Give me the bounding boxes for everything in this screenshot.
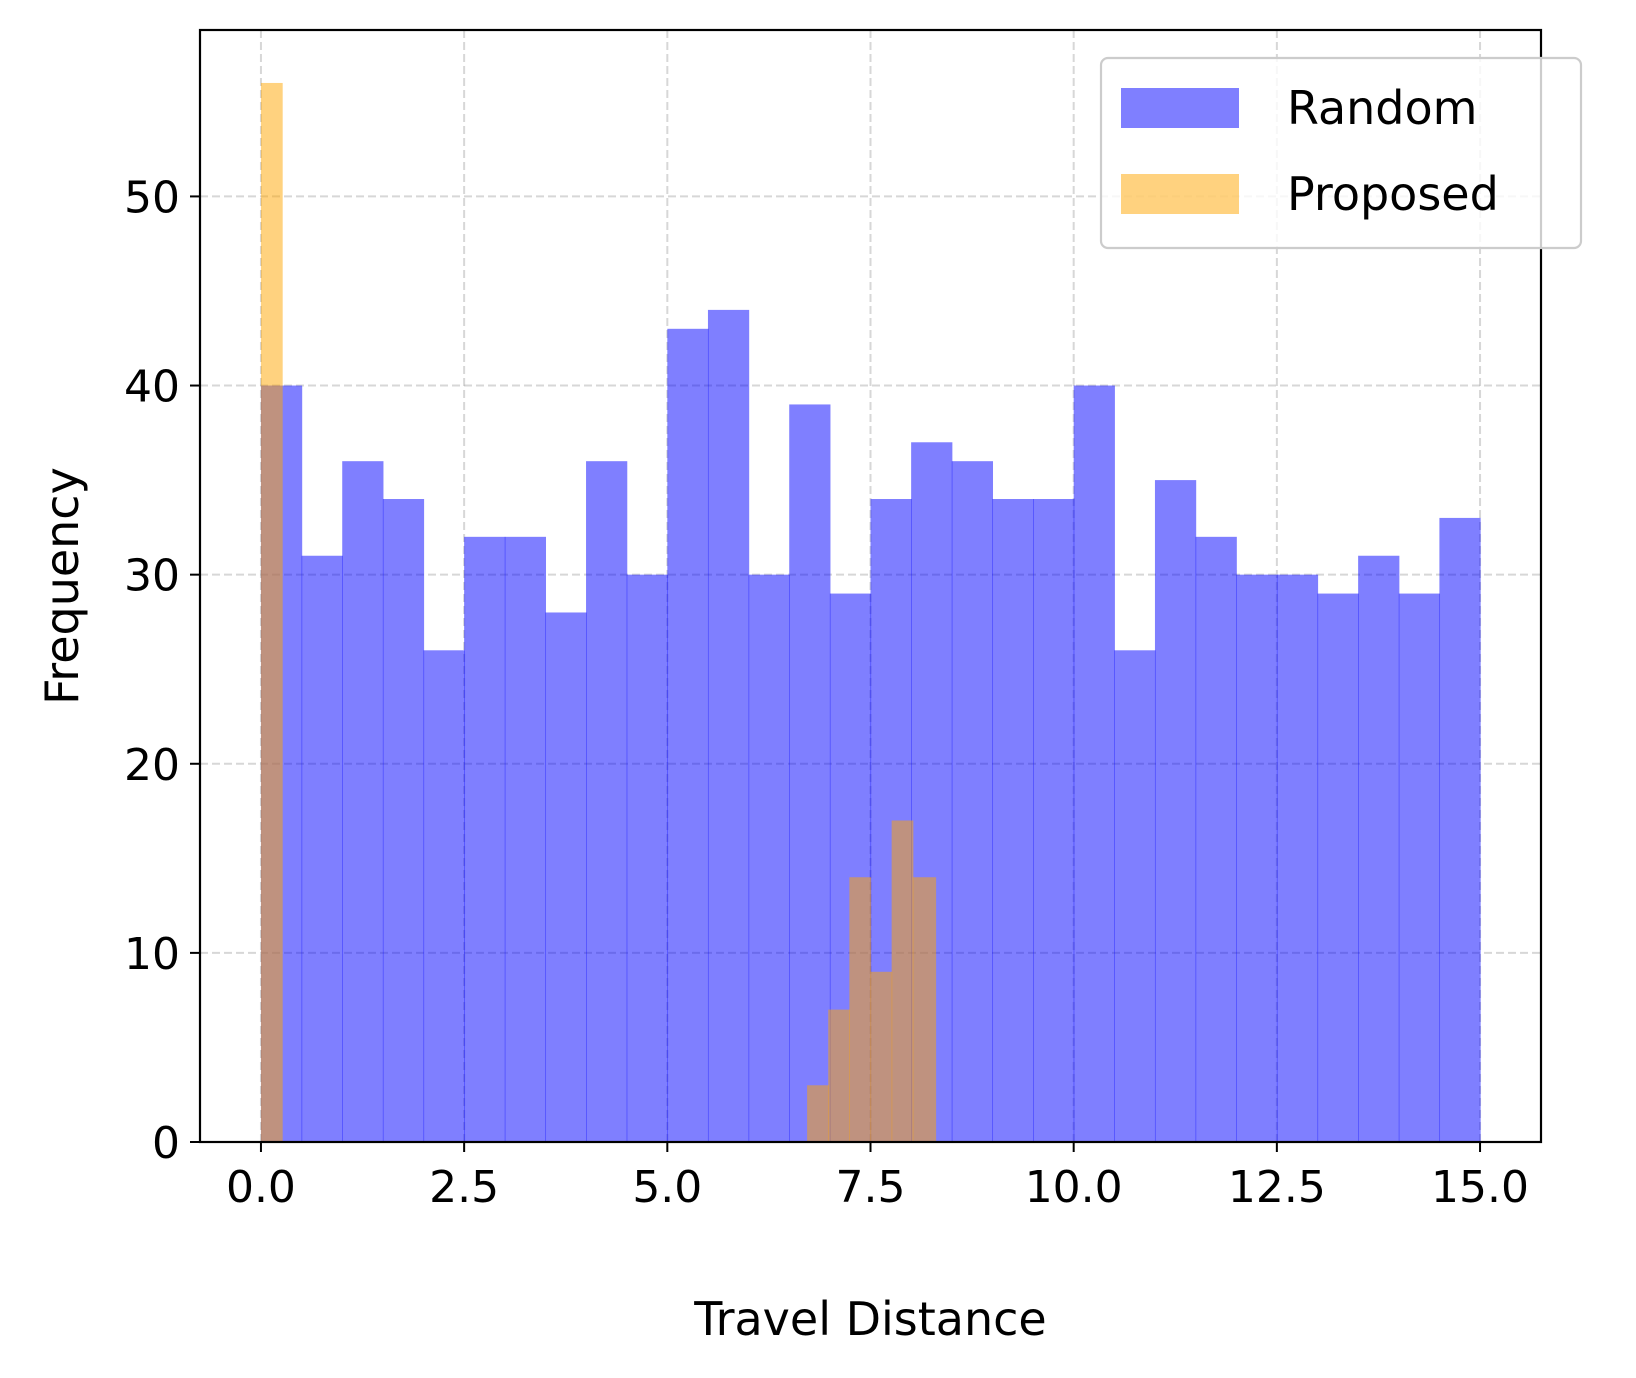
bar-random — [789, 404, 831, 1142]
legend-label-proposed: Proposed — [1287, 167, 1499, 221]
bar-random — [342, 461, 384, 1142]
bar-random — [1236, 574, 1278, 1142]
x-tick-label: 5.0 — [632, 1162, 702, 1213]
bar-random — [992, 499, 1034, 1142]
bar-proposed — [807, 1085, 829, 1142]
legend: Random Proposed — [1099, 56, 1583, 250]
bar-proposed — [912, 877, 937, 1142]
x-tick-label: 12.5 — [1228, 1162, 1326, 1213]
bar-random — [1276, 574, 1319, 1142]
bar-random — [748, 574, 790, 1142]
x-tick-label: 15.0 — [1431, 1162, 1529, 1213]
x-axis-ticks: 0.0 2.5 5.0 7.5 10.0 12.5 15.0 — [226, 1142, 1529, 1213]
bar-random — [1195, 536, 1237, 1142]
bar-random — [504, 536, 547, 1142]
y-tick-label: 30 — [124, 551, 180, 602]
bar-random — [423, 650, 465, 1142]
bar-random — [951, 461, 994, 1142]
bar-random — [1317, 593, 1359, 1142]
bar-random — [382, 499, 425, 1142]
x-tick-label: 7.5 — [836, 1162, 906, 1213]
bar-random — [667, 328, 709, 1142]
bar-random — [464, 536, 506, 1142]
y-axis-label: Frequency — [35, 467, 89, 705]
bar-random — [707, 309, 750, 1143]
bar-proposed — [891, 820, 914, 1142]
bar-random — [1154, 480, 1197, 1143]
bar-random — [301, 555, 343, 1142]
bar-random — [1114, 650, 1156, 1142]
bar-random — [1398, 593, 1441, 1142]
legend-swatch-proposed — [1121, 174, 1239, 214]
bar-proposed — [828, 1009, 850, 1142]
bar-random — [1358, 555, 1400, 1142]
y-tick-label: 0 — [152, 1118, 180, 1169]
bar-proposed — [260, 82, 283, 1142]
series-proposed-bars — [260, 82, 937, 1142]
legend-swatch-random — [1121, 88, 1239, 128]
x-tick-label: 2.5 — [429, 1162, 499, 1213]
bar-random — [545, 612, 587, 1142]
x-tick-label: 10.0 — [1025, 1162, 1123, 1213]
y-tick-label: 40 — [124, 362, 180, 413]
y-tick-label: 50 — [124, 172, 180, 223]
legend-label-random: Random — [1287, 81, 1477, 135]
y-tick-label: 10 — [124, 929, 180, 980]
x-tick-label: 0.0 — [226, 1162, 296, 1213]
x-axis-label: Travel Distance — [693, 1292, 1047, 1346]
y-axis-ticks: 0 10 20 30 40 50 — [124, 172, 200, 1169]
y-tick-label: 20 — [124, 740, 180, 791]
bar-proposed — [870, 971, 893, 1142]
bar-random — [1439, 517, 1481, 1142]
bar-random — [1073, 385, 1115, 1142]
bar-proposed — [849, 877, 872, 1142]
bar-random — [626, 574, 668, 1142]
bar-random — [1033, 499, 1075, 1142]
bar-random — [586, 461, 628, 1142]
